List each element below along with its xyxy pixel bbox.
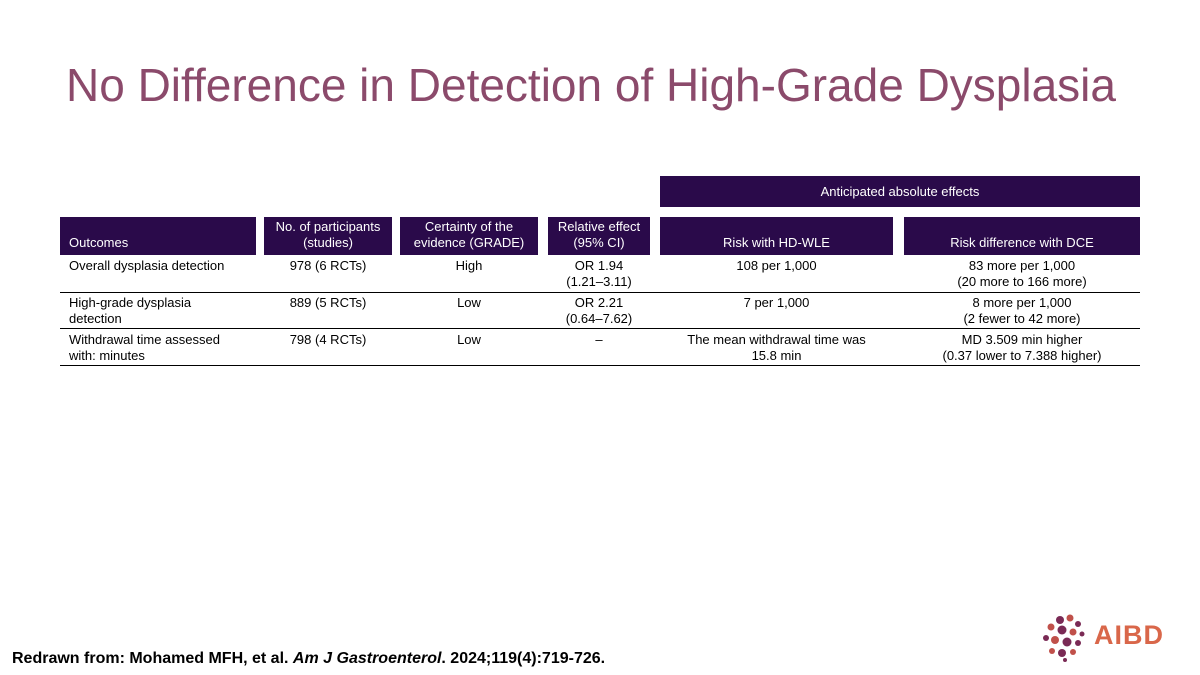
cell-risk-difference: MD 3.509 min higher (0.37 lower to 7.388…	[904, 332, 1140, 364]
cell-relative-line2: (1.21–3.11)	[566, 274, 632, 289]
cell-risk-difference: 8 more per 1,000 (2 fewer to 42 more)	[904, 295, 1140, 327]
cell-risk-diff-line2: (0.37 lower to 7.388 higher)	[942, 348, 1102, 363]
cell-risk-hdwle-line1: 108 per 1,000	[736, 258, 817, 273]
cell-relative-line2: (0.64–7.62)	[565, 311, 633, 326]
header-participants: No. of participants (studies)	[264, 217, 392, 255]
table-bottom-rule	[60, 365, 1140, 366]
cell-outcome: High-grade dysplasia detection	[69, 295, 259, 327]
cell-certainty: High	[455, 258, 483, 273]
header-participants-line1: No. of participants	[275, 219, 381, 234]
header-anticipated-effects: Anticipated absolute effects	[660, 176, 1140, 207]
source-suffix: . 2024;119(4):719-726.	[441, 650, 606, 667]
header-risk-difference: Risk difference with DCE	[904, 217, 1140, 255]
logo-text: AIBD	[1094, 620, 1164, 650]
cell-relative-line1: OR 2.21	[574, 295, 624, 310]
row-divider	[60, 292, 1140, 293]
cell-risk-hdwle: 7 per 1,000	[660, 295, 893, 311]
cell-relative-effect: OR 1.94 (1.21–3.11)	[548, 258, 650, 290]
cell-relative-effect: –	[548, 332, 650, 348]
aibd-logo-icon	[1043, 614, 1085, 662]
cell-certainty: Low	[457, 332, 481, 347]
cell-relative-effect: OR 2.21 (0.64–7.62)	[548, 295, 650, 327]
cell-risk-diff-line1: MD 3.509 min higher	[961, 332, 1083, 347]
cell-risk-diff-line2: (20 more to 166 more)	[957, 274, 1087, 289]
header-participants-line2: (studies)	[303, 235, 353, 250]
cell-participants: 798 (4 RCTs)	[289, 332, 367, 347]
cell-outcome-line2: detection	[69, 311, 122, 326]
cell-risk-hdwle-line1: 7 per 1,000	[743, 295, 810, 310]
cell-participants: 889 (5 RCTs)	[289, 295, 367, 310]
header-relative-line2: (95% CI)	[573, 235, 625, 250]
header-outcomes-label: Outcomes	[69, 235, 129, 250]
cell-outcome-line1: Withdrawal time assessed	[69, 332, 220, 347]
cell-outcome-line2: with: minutes	[69, 348, 145, 363]
cell-risk-hdwle-line1: The mean withdrawal time was	[687, 332, 866, 347]
cell-risk-hdwle: The mean withdrawal time was 15.8 min	[660, 332, 893, 364]
header-outcomes: Outcomes	[60, 217, 256, 255]
source-prefix: Redrawn from: Mohamed MFH, et al.	[12, 650, 293, 667]
cell-outcome-line1: Overall dysplasia detection	[69, 258, 225, 273]
header-relative-line1: Relative effect	[557, 219, 641, 234]
page-title: No Difference in Detection of High-Grade…	[66, 59, 1116, 111]
cell-relative-line1: OR 1.94	[574, 258, 624, 273]
cell-participants: 978 (6 RCTs)	[289, 258, 367, 273]
cell-risk-diff-line1: 8 more per 1,000	[972, 295, 1072, 310]
header-risk-hdwle: Risk with HD-WLE	[660, 217, 893, 255]
cell-relative-line1: –	[595, 332, 603, 347]
row-divider	[60, 328, 1140, 329]
cell-risk-diff-line2: (2 fewer to 42 more)	[963, 311, 1081, 326]
header-risk-hdwle-label: Risk with HD-WLE	[723, 235, 830, 250]
header-risk-difference-label: Risk difference with DCE	[950, 235, 1094, 250]
cell-outcome: Withdrawal time assessed with: minutes	[69, 332, 259, 364]
header-relative-effect: Relative effect (95% CI)	[548, 217, 650, 255]
cell-risk-difference: 83 more per 1,000 (20 more to 166 more)	[904, 258, 1140, 290]
header-certainty-line2: evidence (GRADE)	[413, 235, 525, 250]
header-certainty-line1: Certainty of the	[424, 219, 514, 234]
cell-risk-diff-line1: 83 more per 1,000	[968, 258, 1076, 273]
cell-outcome-line1: High-grade dysplasia	[69, 295, 192, 310]
header-certainty: Certainty of the evidence (GRADE)	[400, 217, 538, 255]
cell-risk-hdwle-line2: 15.8 min	[751, 348, 802, 363]
source-citation: Redrawn from: Mohamed MFH, et al. Am J G…	[12, 650, 605, 668]
header-anticipated-effects-label: Anticipated absolute effects	[820, 183, 980, 199]
cell-outcome: Overall dysplasia detection	[69, 258, 259, 274]
source-journal: Am J Gastroenterol	[292, 650, 442, 667]
cell-risk-hdwle: 108 per 1,000	[660, 258, 893, 274]
cell-certainty: Low	[457, 295, 481, 310]
